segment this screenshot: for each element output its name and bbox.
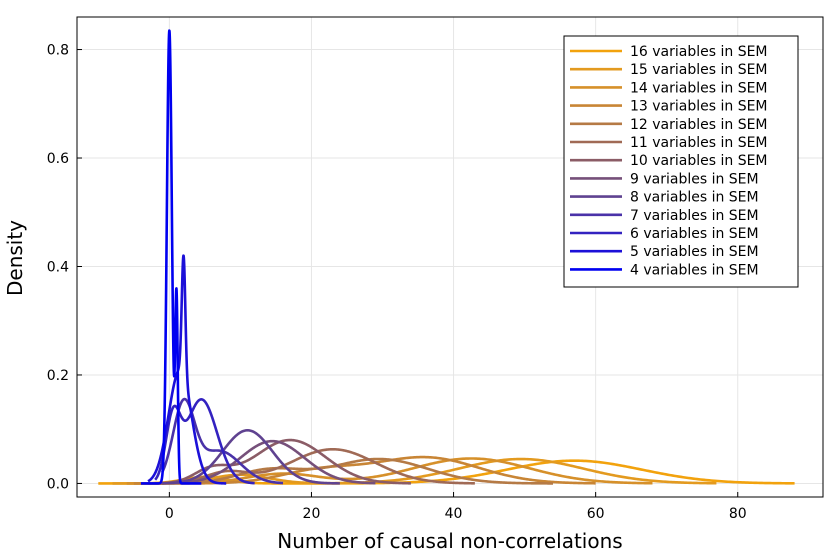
y-tick-label: 0.8 xyxy=(47,43,69,59)
legend-label: 6 variables in SEM xyxy=(630,226,759,242)
x-tick-label: 60 xyxy=(587,506,605,522)
legend: 16 variables in SEM 15 variables in SEM 14… xyxy=(563,35,799,288)
legend-label: 12 variables in SEM xyxy=(630,117,768,133)
y-tick-label: 0.6 xyxy=(47,151,69,167)
legend-label: 7 variables in SEM xyxy=(630,208,759,224)
y-tick-label: 0.0 xyxy=(47,476,69,492)
series-line xyxy=(139,29,203,485)
series-line xyxy=(146,254,228,485)
legend-label: 9 variables in SEM xyxy=(630,171,759,187)
series-line xyxy=(154,398,256,485)
legend-label: 16 variables in SEM xyxy=(630,44,768,60)
series-line xyxy=(154,438,412,485)
x-axis-title: Number of causal non-correlations xyxy=(277,529,622,553)
x-tick-label: 0 xyxy=(165,506,174,522)
series-line xyxy=(161,428,341,485)
legend-label: 13 variables in SEM xyxy=(630,99,768,115)
legend-label: 8 variables in SEM xyxy=(630,190,759,206)
legend-label: 4 variables in SEM xyxy=(630,262,759,278)
series-lines xyxy=(98,29,795,485)
legend-label: 10 variables in SEM xyxy=(630,153,768,169)
x-tick-label: 20 xyxy=(303,506,321,522)
legend-label: 5 variables in SEM xyxy=(630,244,759,260)
y-tick-label: 0.4 xyxy=(47,259,69,275)
y-axis-title: Density xyxy=(3,220,27,296)
x-tick-label: 80 xyxy=(729,506,747,522)
y-axis-ticks: 0.0 0.2 0.4 0.6 0.8 xyxy=(47,43,82,492)
legend-label: 15 variables in SEM xyxy=(630,62,768,78)
y-tick-label: 0.2 xyxy=(47,368,69,384)
x-tick-label: 40 xyxy=(445,506,463,522)
series-line xyxy=(133,455,596,485)
legend-label: 11 variables in SEM xyxy=(630,135,768,151)
plot-frame xyxy=(76,16,824,498)
series-line xyxy=(147,447,476,485)
x-axis-ticks: 0 20 40 60 80 xyxy=(165,492,747,522)
legend-label: 14 variables in SEM xyxy=(630,80,768,96)
series-line xyxy=(161,439,377,485)
